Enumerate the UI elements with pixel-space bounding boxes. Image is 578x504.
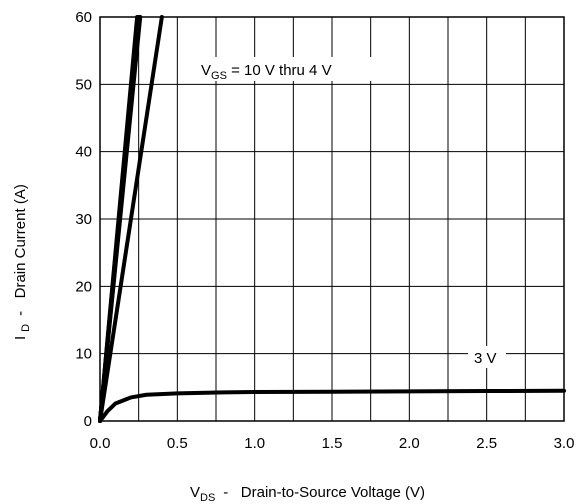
x-tick-label: 1.5 — [322, 435, 343, 452]
x-tick-label: 0.0 — [90, 435, 111, 452]
annotation-vgs-subscript: GS — [211, 70, 227, 82]
annotation-vgs-symbol: V — [201, 62, 211, 79]
annotation-vgs-rest: = 10 V thru 4 V — [227, 62, 332, 79]
x-axis-label-symbol: V — [190, 484, 200, 501]
y-axis-label: ID - Drain Current (A) — [12, 184, 32, 340]
y-tick-label: 20 — [75, 278, 92, 295]
y-axis-label-symbol: I — [12, 336, 29, 340]
plot-frame — [99, 16, 565, 422]
y-tick-labels: 0 10 20 30 40 50 60 — [75, 9, 92, 430]
y-axis-label-text: - Drain Current (A) — [12, 184, 29, 316]
series-line-4 — [98, 15, 143, 423]
x-axis-label: VDS - Drain-to-Source Voltage (V) — [190, 484, 425, 504]
annotation-3v: 3 V — [474, 350, 497, 367]
x-tick-label: 1.0 — [244, 435, 265, 452]
grid — [100, 17, 564, 421]
series-line-5 — [98, 15, 164, 423]
y-tick-label: 60 — [75, 9, 92, 26]
annotation-background — [196, 57, 386, 81]
y-tick-label: 10 — [75, 346, 92, 363]
y-axis-label-subscript: D — [20, 324, 32, 332]
x-tick-labels: 0.0 0.5 1.0 1.5 2.0 2.5 3.0 — [90, 435, 575, 452]
x-axis-label-text: - Drain-to-Source Voltage (V) — [223, 484, 425, 501]
x-tick-label: 2.0 — [399, 435, 420, 452]
y-tick-label: 40 — [75, 144, 92, 161]
x-axis-label-subscript: DS — [200, 492, 215, 504]
x-tick-label: 2.5 — [476, 435, 497, 452]
series-line-6 — [98, 388, 566, 423]
x-tick-label: 0.5 — [167, 435, 188, 452]
y-tick-label: 50 — [75, 76, 92, 93]
series-group — [98, 15, 566, 423]
x-tick-label: 3.0 — [554, 435, 575, 452]
y-tick-label: 30 — [75, 211, 92, 228]
annotation-vgs: VGS = 10 V thru 4 V — [201, 62, 332, 82]
annotation-3v-background — [468, 346, 506, 368]
y-tick-label: 0 — [84, 413, 92, 430]
